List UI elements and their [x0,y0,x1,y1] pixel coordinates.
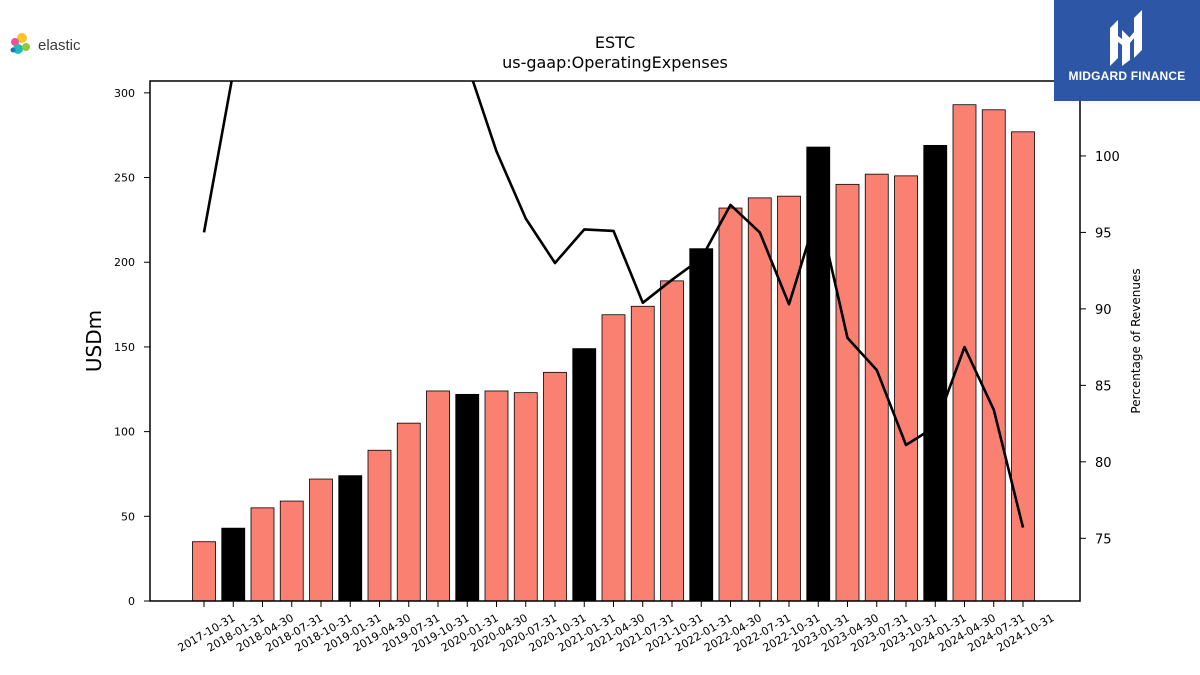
bar-2018-07-31 [279,500,304,602]
x-axis: 2017-10-312018-01-312018-04-302018-07-31… [176,601,1057,655]
bar-2018-01-31 [221,527,246,602]
bar-2017-10-31 [192,541,216,602]
bar-2019-04-30 [367,449,392,602]
y2-tick-label: 85 [1095,379,1112,394]
bar-series [192,104,1035,602]
y2-tick-label: 95 [1095,226,1112,241]
chart-subtitle: us-gaap:OperatingExpenses [502,53,728,72]
bar-2018-04-30 [250,507,275,602]
bar-2024-10-31 [1011,131,1035,602]
y2-tick-label: 100 [1095,150,1120,165]
elastic-logo-icon [10,33,30,54]
bar-2021-04-30 [601,314,626,602]
bar-2023-10-31 [894,175,918,602]
y-tick-label: 50 [121,510,135,523]
bar-2019-10-31 [426,390,450,602]
y-tick-label: 0 [128,595,135,608]
bar-2021-07-31 [630,305,655,602]
bar-2021-10-31 [660,280,684,602]
y-tick-label: 300 [114,87,135,100]
chart-title: ESTC [595,33,635,52]
bar-2020-04-30 [484,390,509,602]
bar-2018-10-31 [309,478,333,602]
bar-2022-10-31 [777,195,801,602]
elastic-brand-name: elastic [38,36,81,54]
y2-tick-label: 80 [1095,456,1112,471]
y-tick-label: 200 [114,256,135,269]
plot-frame [149,80,1081,602]
y2-tick-label: 75 [1095,532,1112,547]
line-series [202,81,1025,528]
bar-2019-01-31 [338,475,363,602]
bar-2020-07-31 [513,392,538,602]
bar-2021-01-31 [572,348,597,602]
bar-2019-07-31 [396,422,421,602]
bar-2022-04-30 [718,207,743,602]
bar-2024-07-31 [981,109,1006,602]
bar-2022-07-31 [747,197,772,602]
y-axis-label: USDm [82,310,106,372]
y2-tick-label: 90 [1095,303,1112,318]
bar-2022-01-31 [689,248,714,602]
midgard-brand-name: MIDGARD FINANCE [1068,69,1186,83]
y2-axis-label: Percentage of Revenues [1129,268,1143,413]
y-axis-right: 75 80 85 90 95 100 [1080,150,1120,547]
bar-2020-01-31 [455,393,480,602]
percentage-line [202,81,1025,528]
midgard-brand: MIDGARD FINANCE [1054,0,1200,101]
midgard-logo-icon [1110,10,1142,66]
bar-2023-04-30 [835,183,860,602]
y-tick-label: 150 [114,341,135,354]
y-axis-left: 0 50 100 150 200 250 300 [114,87,150,608]
bar-2024-04-30 [952,104,977,602]
bar-2024-01-31 [923,144,948,602]
y-tick-label: 100 [114,426,135,439]
y-tick-label: 250 [114,172,135,185]
elastic-brand: elastic [8,32,81,58]
bar-2023-01-31 [806,146,831,602]
bar-2020-10-31 [543,371,567,602]
